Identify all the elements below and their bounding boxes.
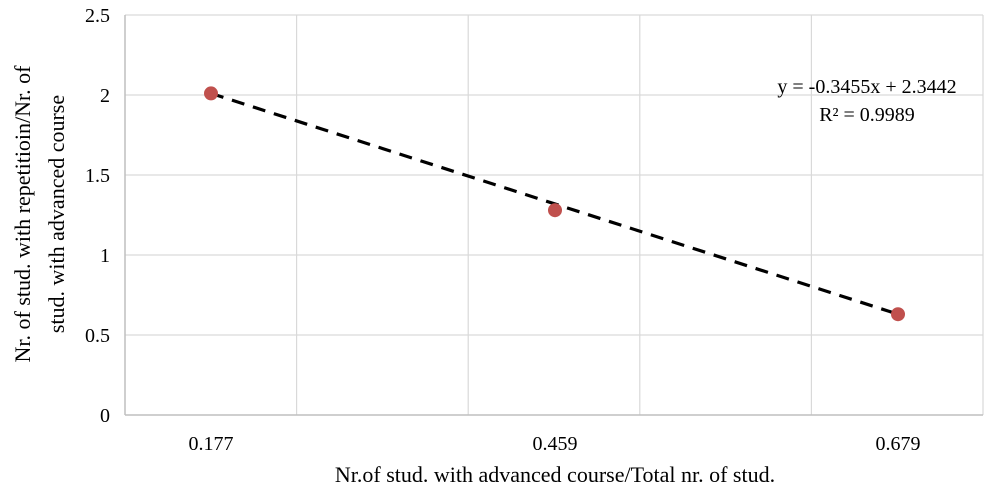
x-tick-label: 0.679: [876, 433, 921, 455]
y-tick-label: 0.5: [85, 325, 110, 347]
y-axis-title-line1: Nr. of stud. with repetitioin/Nr. of: [10, 65, 35, 363]
x-tick-label: 0.177: [189, 433, 234, 455]
trendline-r-squared: R² = 0.9989: [819, 104, 915, 126]
y-tick-label: 2: [100, 85, 110, 107]
data-points: [204, 86, 905, 322]
y-axis-title-line2: stud. with advanced course: [44, 95, 69, 333]
y-tick-label: 1.5: [85, 165, 110, 187]
trendline-equation: y = -0.3455x + 2.3442: [777, 76, 956, 98]
data-point: [548, 203, 562, 218]
x-axis-title: Nr.of stud. with advanced course/Total n…: [335, 462, 775, 487]
tick-labels: 0 0.5 1 1.5 2 2.5 0.177 0.459 0.679: [85, 5, 921, 455]
data-point: [204, 86, 218, 101]
y-tick-label: 2.5: [85, 5, 110, 27]
data-point: [891, 307, 905, 322]
grid-lines: [125, 14, 984, 415]
x-tick-label: 0.459: [533, 433, 578, 455]
axes: [124, 15, 983, 416]
y-tick-label: 1: [100, 245, 110, 267]
y-tick-label: 0: [100, 405, 110, 427]
